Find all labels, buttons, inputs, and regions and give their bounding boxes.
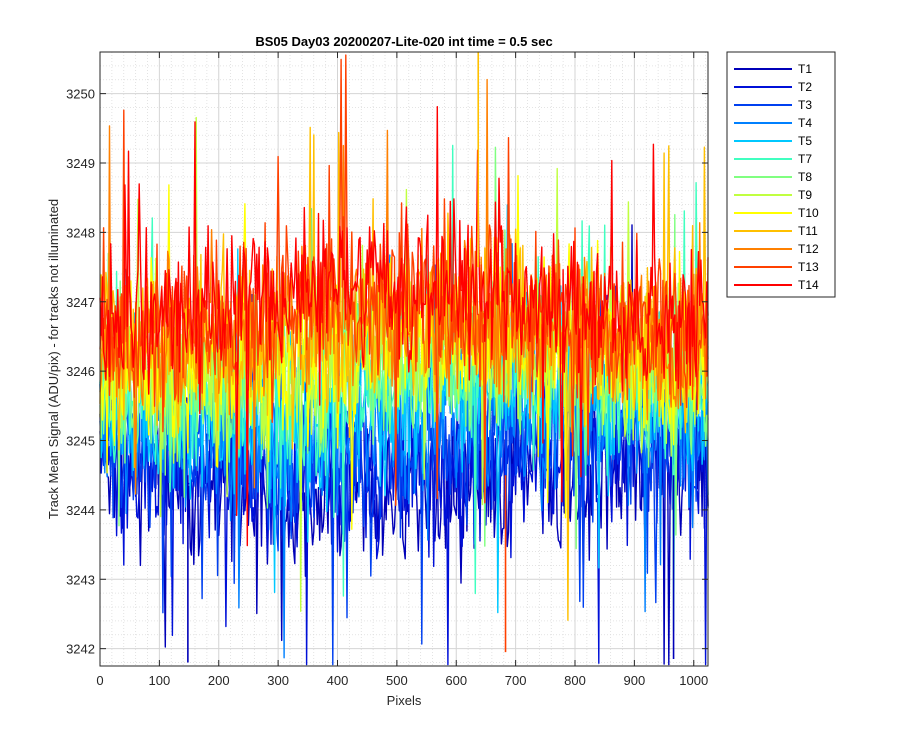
y-tick-label: 3242 (66, 642, 95, 657)
notable-points-layer (187, 52, 675, 663)
legend-label-t7: T7 (798, 152, 812, 166)
x-tick-label: 300 (267, 673, 289, 688)
y-tick-label: 3243 (66, 572, 95, 587)
legend-label-t12: T12 (798, 242, 819, 256)
y-axis-ticks: 3242 3243 3244 3245 3246 3247 3248 3249 3250 (66, 87, 708, 657)
y-tick-label: 3244 (66, 503, 95, 518)
x-tick-label: 900 (624, 673, 646, 688)
x-tick-label: 700 (505, 673, 527, 688)
legend-label-t3: T3 (798, 98, 812, 112)
legend-label-t11: T11 (798, 224, 818, 238)
x-axis-ticks: 0 100 200 300 400 500 600 700 800 900 1000 (96, 52, 708, 688)
legend-label-t13: T13 (798, 260, 819, 274)
x-tick-label: 100 (149, 673, 171, 688)
x-tick-label: 600 (445, 673, 467, 688)
y-tick-label: 3245 (66, 434, 95, 449)
x-axis-label: Pixels (387, 693, 422, 708)
legend-label-t10: T10 (798, 206, 819, 220)
y-tick-label: 3250 (66, 87, 95, 102)
y-tick-label: 3248 (66, 225, 95, 240)
legend-label-t4: T4 (798, 116, 812, 130)
y-tick-label: 3249 (66, 156, 95, 171)
y-tick-label: 3247 (66, 295, 95, 310)
plot-box (99, 51, 709, 667)
legend-label-t5: T5 (798, 134, 812, 148)
y-tick-label: 3246 (66, 364, 95, 379)
series-line-t14 (99, 106, 709, 547)
legend-box (726, 51, 836, 298)
legend-label-t2: T2 (798, 80, 812, 94)
legend-label-t14: T14 (798, 278, 819, 292)
legend-label-t1: T1 (798, 62, 812, 76)
x-tick-label: 1000 (679, 673, 708, 688)
x-tick-label: 0 (96, 673, 103, 688)
x-tick-label: 500 (386, 673, 408, 688)
chart-title: BS05 Day03 20200207-Lite-020 int time = … (255, 34, 552, 49)
x-tick-label: 200 (208, 673, 230, 688)
legend: T1 T2 T3 T4 T5 T7 T8 T9 T10 T11 T12 T13 T14 (726, 51, 836, 298)
legend-label-t8: T8 (798, 170, 812, 184)
legend-label-t9: T9 (798, 188, 812, 202)
y-axis-label: Track Mean Signal (ADU/pix) - for tracks… (46, 199, 61, 519)
series-layer (99, 54, 709, 666)
x-tick-label: 400 (327, 673, 349, 688)
x-tick-label: 800 (564, 673, 586, 688)
